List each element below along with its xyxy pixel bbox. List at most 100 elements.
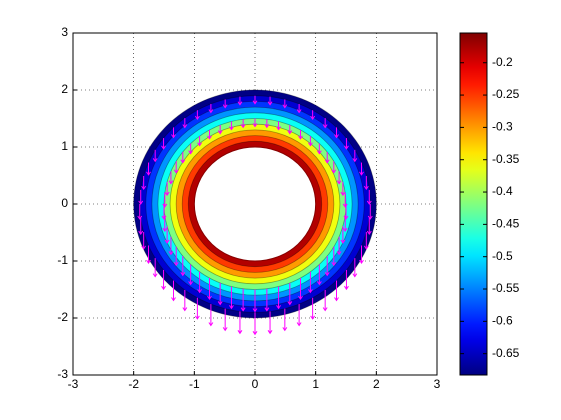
arrow-head bbox=[217, 301, 223, 306]
arrow-head bbox=[267, 101, 273, 106]
x-tick-label: 1 bbox=[312, 377, 319, 391]
arrow-head bbox=[343, 215, 349, 220]
arrow-head bbox=[161, 215, 167, 220]
arrow-head bbox=[146, 171, 151, 176]
arrow-head bbox=[240, 307, 246, 312]
arrow-head bbox=[359, 171, 364, 176]
arrow-head bbox=[171, 297, 176, 302]
arrow-head bbox=[152, 158, 158, 163]
arrow-head bbox=[182, 124, 188, 129]
arrow-head bbox=[240, 124, 246, 129]
arrow-head bbox=[188, 150, 194, 155]
arrow-head bbox=[164, 191, 170, 196]
arrow-head bbox=[197, 142, 203, 147]
arrow-head bbox=[161, 145, 166, 150]
y-tick-label: -2 bbox=[57, 310, 68, 324]
arrow-head bbox=[310, 315, 316, 320]
arrow-head bbox=[207, 135, 212, 140]
arrow-head bbox=[168, 251, 174, 256]
arrow-head bbox=[237, 330, 243, 335]
arrow-head bbox=[171, 134, 176, 139]
arrow-head bbox=[222, 104, 228, 109]
colorbar bbox=[459, 32, 488, 376]
arrow-head bbox=[367, 215, 373, 220]
arrow-head bbox=[146, 259, 151, 265]
arrow-head bbox=[194, 115, 200, 121]
y-tick-label: 0 bbox=[61, 196, 68, 210]
arrow-head bbox=[252, 100, 258, 105]
arrow-head bbox=[194, 315, 200, 320]
arrow-head bbox=[264, 124, 270, 129]
arrow-head bbox=[138, 230, 144, 235]
arrow-head bbox=[331, 261, 337, 267]
arrow-head bbox=[267, 330, 273, 335]
arrow-head bbox=[137, 215, 143, 220]
arrow-head bbox=[173, 261, 179, 267]
colorbar-tick-label: -0.35 bbox=[492, 152, 520, 166]
arrow-head bbox=[180, 159, 186, 164]
arrow-head bbox=[344, 285, 349, 291]
arrow-head bbox=[282, 327, 288, 332]
arrow-head bbox=[182, 307, 188, 312]
hole bbox=[193, 146, 317, 262]
arrow-head bbox=[138, 200, 144, 205]
arrow-head bbox=[276, 126, 281, 131]
colorbar-tick-label: -0.45 bbox=[492, 217, 520, 231]
arrow-head bbox=[161, 285, 166, 291]
arrow-head bbox=[162, 203, 168, 208]
colorbar-tick-label: -0.5 bbox=[492, 249, 513, 263]
arrow-head bbox=[141, 245, 147, 250]
arrow-head bbox=[298, 295, 303, 301]
arrow-head bbox=[316, 150, 322, 155]
arrow-head bbox=[162, 227, 168, 232]
y-tick-label: -1 bbox=[57, 253, 68, 267]
arrow-head bbox=[252, 123, 258, 128]
x-tick-label: -1 bbox=[189, 377, 200, 391]
arrow-head bbox=[229, 126, 234, 131]
colorbar-tick-label: -0.65 bbox=[492, 346, 520, 360]
arrow-head bbox=[208, 109, 214, 114]
arrow-head bbox=[282, 104, 288, 109]
arrow-head bbox=[334, 134, 339, 139]
colorbar-tick-label: -0.3 bbox=[492, 120, 513, 134]
arrow-head bbox=[331, 169, 337, 174]
y-tick-label: -3 bbox=[57, 367, 68, 381]
arrow-head bbox=[197, 289, 203, 294]
colorbar-tick-label: -0.4 bbox=[492, 184, 513, 198]
arrow-head bbox=[342, 203, 348, 208]
arrow-head bbox=[168, 180, 174, 185]
arrow-head bbox=[310, 115, 316, 121]
arrow-head bbox=[188, 281, 194, 286]
arrow-head bbox=[229, 305, 234, 310]
arrow-head bbox=[298, 135, 303, 140]
arrow-head bbox=[366, 230, 372, 235]
arrow-head bbox=[307, 289, 313, 294]
x-tick-label: 0 bbox=[252, 377, 259, 391]
x-tick-label: -2 bbox=[128, 377, 139, 391]
colorbar-tick-label: -0.6 bbox=[492, 314, 513, 328]
arrow-head bbox=[296, 322, 302, 327]
arrow-head bbox=[296, 109, 302, 114]
arrow-head bbox=[217, 130, 223, 135]
arrow-head bbox=[324, 159, 330, 164]
arrow-head bbox=[363, 245, 369, 250]
arrow-head bbox=[173, 169, 179, 174]
arrow-head bbox=[307, 142, 313, 147]
arrow-head bbox=[352, 273, 358, 278]
arrow-head bbox=[152, 273, 158, 278]
arrow-head bbox=[363, 185, 369, 191]
y-tick-label: 1 bbox=[61, 139, 68, 153]
arrow-head bbox=[287, 301, 293, 306]
y-tick-label: 3 bbox=[61, 25, 68, 39]
colorbar-tick-label: -0.25 bbox=[492, 87, 520, 101]
arrow-head bbox=[141, 185, 147, 191]
arrow-head bbox=[180, 272, 186, 277]
arrow-head bbox=[336, 251, 342, 256]
arrow-head bbox=[366, 200, 372, 205]
x-tick-label: 3 bbox=[434, 377, 441, 391]
arrow-head bbox=[322, 124, 328, 129]
arrow-head bbox=[322, 307, 328, 312]
arrow-head bbox=[237, 101, 243, 106]
arrow-head bbox=[340, 191, 346, 196]
